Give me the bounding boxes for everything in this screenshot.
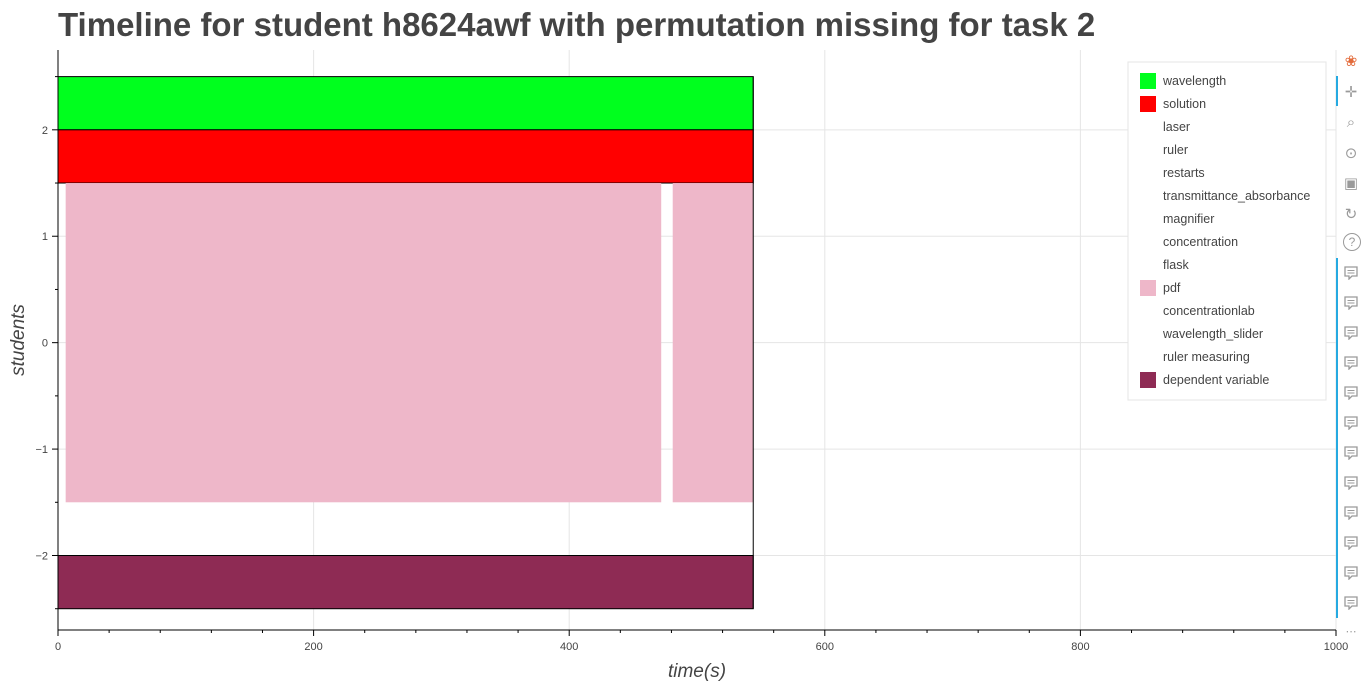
legend-label: transmittance_absorbance [1163, 189, 1310, 203]
bar-pdf [65, 183, 662, 503]
bar-dependent-variable [57, 555, 754, 610]
save-icon[interactable]: ▣ [1343, 175, 1359, 192]
help-icon[interactable]: ? [1343, 233, 1361, 251]
x-tick-label: 1000 [1324, 641, 1348, 653]
legend-label: solution [1163, 97, 1206, 111]
bar-pdf [672, 183, 754, 503]
axes: 0 200 400 600 800 1000 −2 −1 0 1 2 time(s) students [8, 50, 1348, 682]
x-tick-label: 0 [55, 641, 61, 653]
reset-icon[interactable]: ↻ [1344, 205, 1358, 223]
legend-label: flask [1163, 258, 1189, 272]
legend-label: ruler measuring [1163, 350, 1250, 364]
hover-tool-icon[interactable] [1343, 506, 1359, 520]
pan-icon[interactable]: ✛ [1344, 83, 1358, 101]
box-zoom-icon[interactable]: ⌕ [1346, 113, 1356, 131]
x-axis-title: time(s) [668, 661, 726, 682]
hover-tool-icon[interactable] [1343, 266, 1359, 280]
timeline-bars [57, 76, 754, 610]
y-tick-label: −2 [35, 551, 48, 563]
legend-label: ruler [1163, 143, 1188, 157]
legend-label: magnifier [1163, 212, 1214, 226]
x-tick-label: 600 [816, 641, 834, 653]
hover-tool-icon[interactable] [1343, 596, 1359, 610]
legend-label: dependent variable [1163, 373, 1269, 387]
bar-wavelength [57, 76, 754, 131]
hover-tool-icon[interactable] [1343, 386, 1359, 400]
hover-tool-icon[interactable] [1343, 296, 1359, 310]
legend-label: concentrationlab [1163, 304, 1255, 318]
hover-tool-icon[interactable] [1343, 326, 1359, 340]
x-tick-label: 400 [560, 641, 578, 653]
y-tick-label: −1 [35, 444, 48, 456]
y-tick-label: 1 [42, 231, 48, 243]
legend: wavelength solution laser ruler restarts tran… [1127, 61, 1327, 401]
chart-title: Timeline for student h8624awf with permu… [58, 6, 1096, 43]
hover-tool-icon[interactable] [1343, 446, 1359, 460]
legend-label: concentration [1163, 235, 1238, 249]
legend-swatch [1140, 372, 1156, 388]
legend-label: pdf [1163, 281, 1181, 295]
y-axis-title: students [8, 304, 29, 376]
legend-label: laser [1163, 120, 1190, 134]
hover-tool-icon[interactable] [1343, 536, 1359, 550]
hover-tool-icon[interactable] [1343, 566, 1359, 580]
legend-label: restarts [1163, 166, 1205, 180]
hover-tool-icon[interactable] [1343, 416, 1359, 430]
bar-solution [57, 129, 754, 184]
y-tick-label: 2 [42, 125, 48, 137]
legend-label: wavelength_slider [1162, 327, 1263, 341]
legend-swatch [1140, 96, 1156, 112]
legend-swatch [1140, 280, 1156, 296]
x-tick-label: 800 [1071, 641, 1089, 653]
legend-label: wavelength [1162, 74, 1226, 88]
bokeh-logo-icon: ❀ [1344, 53, 1358, 70]
hover-tool-icon[interactable] [1343, 356, 1359, 370]
legend-swatch [1140, 73, 1156, 89]
active-tool-indicator [1336, 76, 1338, 106]
more-tools-icon[interactable]: ⋯ [1345, 625, 1357, 638]
wheel-zoom-icon[interactable]: ⊙ [1344, 144, 1358, 162]
hover-tool-icon[interactable] [1343, 476, 1359, 490]
active-tool-indicator [1336, 258, 1338, 618]
y-tick-label: 0 [42, 338, 48, 350]
legend-box [1127, 61, 1327, 401]
x-tick-label: 200 [304, 641, 322, 653]
chart-toolbar: ❀ ✛ ⌕ ⊙ ▣ ↻? ⋯ [1336, 48, 1366, 638]
